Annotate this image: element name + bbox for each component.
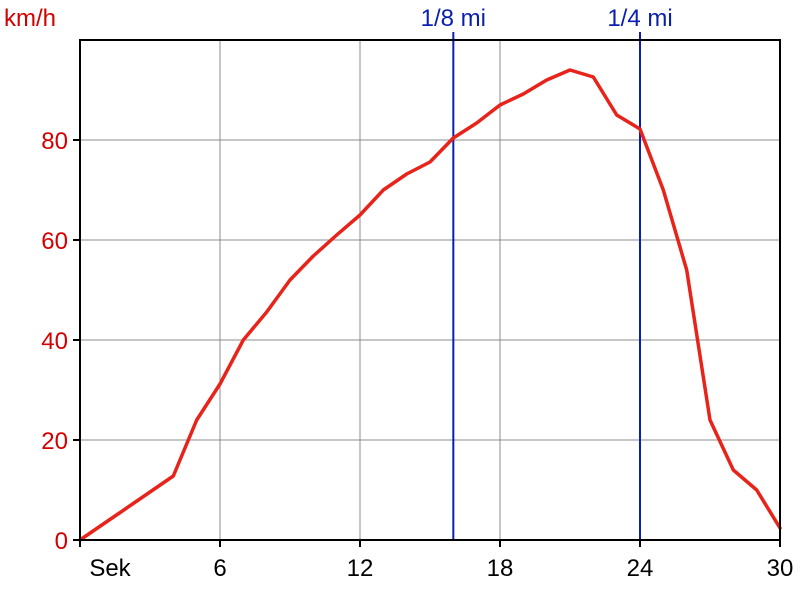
plot-frame [79,39,781,541]
y-tick-label: 40 [41,328,68,355]
x-tick-label: 30 [767,555,794,582]
x-tick-label: 12 [347,555,374,582]
y-axis-label: km/h [4,5,56,32]
x-tick-label: 24 [627,555,654,582]
y-tick-label: 60 [41,228,68,255]
x-tick-label: 6 [213,555,226,582]
x-axis-unit-label: Sek [89,555,131,582]
y-tick-label: 20 [41,428,68,455]
y-tick-label: 0 [55,528,68,555]
label-layer: 1/8 mi 1/4 mi 0 20 40 60 80 km/h Sek 6 12 18 24 30 [4,5,793,582]
axis-layer [73,39,781,547]
series-layer [78,68,782,542]
speed-series-line [78,68,782,542]
distance-marker-label: 1/8 mi [421,5,486,32]
grid-layer [80,40,780,540]
marker-layer [452,32,641,540]
y-tick-label: 80 [41,128,68,155]
distance-marker-label: 1/4 mi [607,5,672,32]
x-tick-label: 18 [487,555,514,582]
